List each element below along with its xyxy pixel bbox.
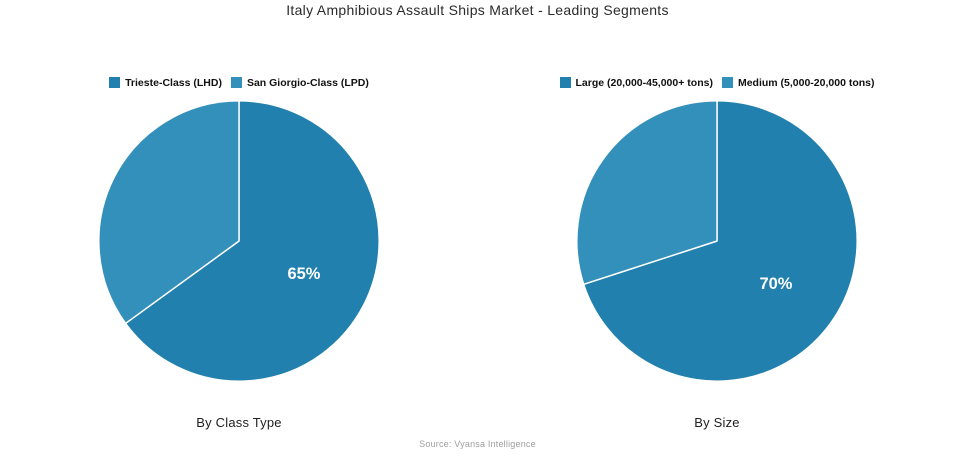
pie-percent-label: 65% — [288, 265, 321, 283]
legend-swatch-trieste — [109, 77, 121, 88]
chart-caption: By Class Type — [196, 415, 282, 430]
chart-panel-by-class-type: Trieste-Class (LHD) San Giorgio-Class (L… — [49, 76, 429, 430]
legend-by-class-type: Trieste-Class (LHD) San Giorgio-Class (L… — [49, 76, 429, 89]
legend-item: Large (20,000-45,000+ tons) — [559, 76, 713, 89]
legend-item: Medium (5,000-20,000 tons) — [721, 76, 875, 89]
legend-item: San Giorgio-Class (LPD) — [230, 76, 369, 89]
legend-label: Large (20,000-45,000+ tons) — [575, 76, 713, 89]
pie-slice-0 — [582, 100, 858, 382]
pie-chart-by-class-type: 65% — [98, 100, 380, 382]
source-attribution: Source: Vyansa Intelligence — [419, 439, 536, 449]
pie-slice-0 — [124, 100, 380, 382]
legend-by-size: Large (20,000-45,000+ tons) Medium (5,00… — [527, 76, 907, 89]
legend-swatch-san-giorgio — [230, 77, 242, 88]
pie-chart-by-size: 70% — [576, 100, 858, 382]
legend-swatch-large — [559, 77, 571, 88]
chart-panel-by-size: Large (20,000-45,000+ tons) Medium (5,00… — [527, 76, 907, 430]
chart-caption: By Size — [694, 415, 740, 430]
pie-percent-label: 70% — [760, 275, 793, 293]
pie-slice-1 — [576, 100, 718, 286]
legend-label: San Giorgio-Class (LPD) — [246, 76, 369, 89]
legend-item: Trieste-Class (LHD) — [109, 77, 222, 89]
pie-slice-1 — [98, 100, 240, 325]
figure-title: Italy Amphibious Assault Ships Market - … — [286, 2, 669, 18]
legend-label: Trieste-Class (LHD) — [125, 76, 222, 89]
legend-swatch-medium — [721, 77, 733, 88]
legend-label: Medium (5,000-20,000 tons) — [737, 76, 875, 89]
